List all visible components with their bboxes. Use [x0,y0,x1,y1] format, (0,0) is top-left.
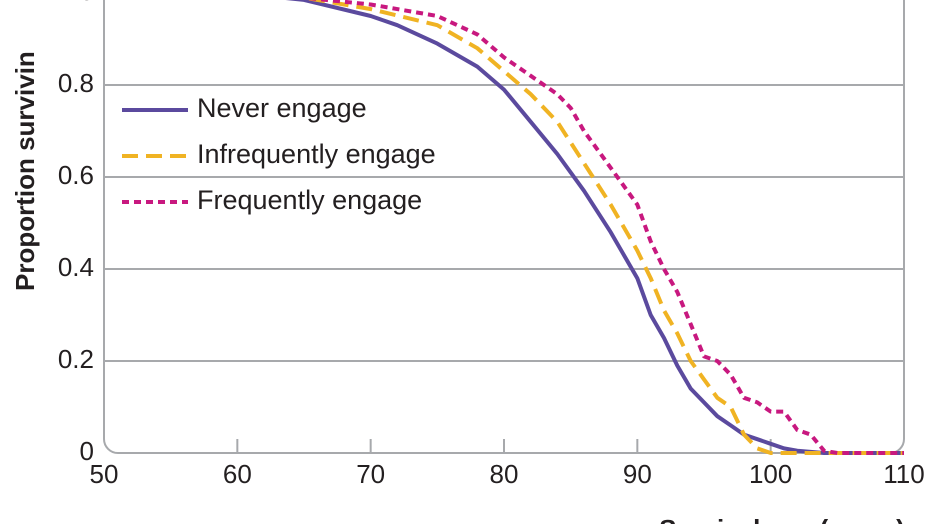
legend-label: Infrequently engage [197,139,436,169]
y-tick-label: 0.2 [58,344,94,374]
y-tick-label: 0.6 [58,160,94,190]
y-axis-label: Proportion survivin [10,51,40,291]
legend-label: Never engage [197,93,367,123]
x-tick-label: 110 [883,459,924,489]
x-tick-label: 90 [623,459,652,489]
series-line [306,0,904,455]
x-tick-label: 60 [223,459,252,489]
y-tick-label: 1.0 [58,0,94,6]
series-line [285,0,904,455]
x-tick-label: 70 [356,459,385,489]
plot-frame [103,0,905,454]
x-tick-label: 50 [90,459,119,489]
y-tick-label: 0.4 [58,252,94,282]
x-tick-label: 100 [749,459,792,489]
series-line [307,0,904,455]
legend-label: Frequently engage [197,185,422,215]
x-tick-label: 80 [490,459,519,489]
x-axis-label: Survival age (years) [659,514,905,524]
y-tick-label: 0 [80,436,94,466]
y-tick-label: 0.8 [58,68,94,98]
